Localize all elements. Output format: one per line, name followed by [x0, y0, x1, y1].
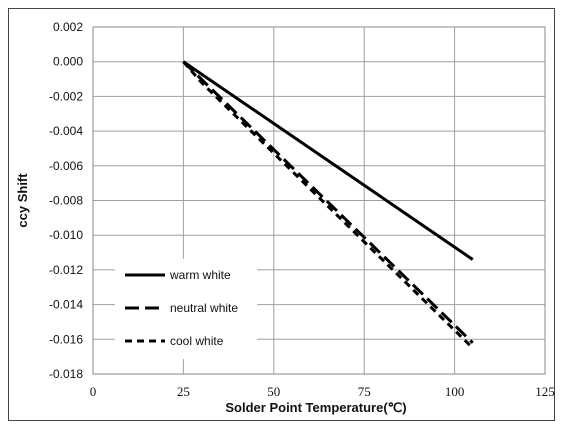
y-tick-label: -0.006: [49, 159, 83, 173]
x-tick-label: 75: [358, 384, 371, 399]
x-tick-label: 25: [177, 384, 190, 399]
legend: warm white neutral white cool white: [115, 259, 257, 359]
y-tick-label: -0.016: [49, 332, 83, 346]
y-tick-label: -0.002: [49, 89, 83, 103]
y-tick-label: 0.000: [53, 55, 83, 69]
x-axis-label: Solder Point Temperature(℃): [225, 400, 406, 415]
y-tick-label: 0.002: [53, 20, 83, 34]
plot-area-border: [92, 26, 546, 375]
legend-label: warm white: [169, 268, 231, 282]
y-tick-label: -0.010: [49, 228, 83, 242]
x-tick-label: 100: [445, 384, 465, 399]
series-line-neutral-white: [182, 60, 474, 344]
chart-frame: [8, 8, 555, 421]
y-tick-labels: 0.002 0.000 -0.002 -0.004 -0.006 -0.008 -0.010…: [49, 20, 83, 381]
y-tick-label: -0.004: [49, 124, 83, 138]
legend-label: cool white: [170, 334, 224, 348]
y-tick-label: -0.018: [49, 367, 83, 381]
x-tick-label: 50: [267, 384, 280, 399]
series-line-warm-white: [182, 60, 474, 261]
x-tick-labels: 0 25 50 75 100 125: [90, 384, 555, 399]
series-lines: [182, 60, 474, 350]
legend-label: neutral white: [170, 301, 238, 315]
x-tick-label: 0: [90, 384, 97, 399]
y-tick-label: -0.008: [49, 194, 83, 208]
series-line-cool-white: [182, 60, 474, 350]
y-tick-label: -0.012: [49, 263, 83, 277]
x-tick-label: 125: [535, 384, 555, 399]
y-tick-label: -0.014: [49, 298, 83, 312]
y-axis-label: ccy Shift: [15, 173, 30, 228]
